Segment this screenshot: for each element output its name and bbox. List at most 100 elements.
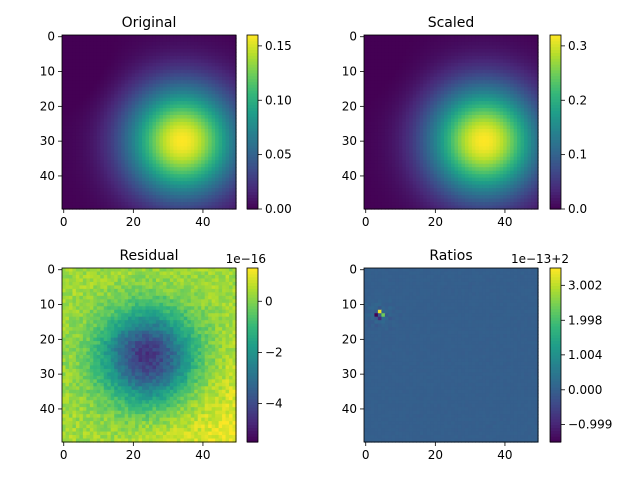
heatmap-cell (419, 167, 424, 172)
heatmap-cell (103, 83, 108, 88)
heatmap-cell (128, 146, 133, 151)
heatmap-cell (89, 163, 94, 168)
heatmap-cell (82, 139, 87, 144)
heatmap-cell (478, 73, 483, 78)
heatmap-cell (364, 191, 369, 196)
heatmap-cell (454, 90, 459, 95)
heatmap-cell (229, 191, 234, 196)
heatmap-cell (468, 132, 473, 137)
heatmap-cell (72, 80, 77, 85)
heatmap-cell (370, 73, 376, 78)
heatmap-cell (75, 35, 80, 40)
heatmap-cell (232, 125, 237, 130)
heatmap-cell (527, 115, 532, 120)
heatmap-cell (173, 90, 178, 95)
heatmap-cell (162, 101, 167, 106)
heatmap-cell (114, 142, 119, 147)
heatmap-cell (524, 41, 529, 47)
heatmap-cell (457, 87, 463, 92)
heatmap-cell (520, 156, 525, 161)
heatmap-cell (461, 184, 466, 189)
heatmap-cell (471, 55, 476, 60)
heatmap-cell (381, 188, 386, 193)
heatmap-cell (124, 160, 129, 165)
heatmap-cell (89, 195, 94, 200)
heatmap-cell (117, 108, 122, 113)
heatmap-cell (388, 111, 393, 116)
heatmap-cell (433, 167, 438, 172)
heatmap-cell (96, 149, 101, 154)
heatmap-cell (162, 181, 167, 186)
heatmap-cell (464, 55, 469, 60)
heatmap-cell (499, 35, 504, 40)
heatmap-cell (194, 111, 199, 116)
heatmap-cell (391, 55, 396, 60)
heatmap-cell (194, 174, 199, 179)
heatmap-cell (215, 132, 220, 137)
heatmap-cell (100, 94, 105, 99)
heatmap-cell (381, 153, 386, 158)
heatmap-cell (489, 118, 494, 123)
heatmap-cell (194, 101, 199, 106)
heatmap-cell (176, 156, 181, 161)
heatmap-cell (110, 177, 115, 182)
heatmap-cell (75, 59, 80, 64)
heatmap-cell (169, 142, 174, 147)
heatmap-cell (201, 48, 206, 53)
heatmap-cell (149, 108, 154, 113)
heatmap-cell (114, 80, 119, 85)
heatmap-cell (211, 198, 216, 203)
heatmap-cell (496, 69, 501, 74)
heatmap-cell (412, 139, 417, 144)
heatmap-cell (152, 174, 157, 179)
heatmap-cell (201, 101, 206, 106)
heatmap-cell (492, 188, 497, 193)
heatmap-cell (68, 163, 74, 168)
heatmap-cell (68, 80, 74, 85)
heatmap-cell (416, 146, 421, 151)
heatmap-cell (131, 59, 136, 64)
heatmap-cell (531, 115, 536, 120)
heatmap-cell (176, 55, 181, 60)
heatmap-cell (534, 45, 539, 50)
heatmap-cell (152, 125, 157, 130)
heatmap-cell (68, 149, 74, 154)
heatmap-cell (464, 48, 469, 53)
heatmap-cell (173, 97, 178, 102)
heatmap-cell (461, 198, 466, 203)
heatmap-cell (471, 181, 476, 186)
heatmap-cell (152, 41, 157, 47)
heatmap-cell (208, 115, 213, 120)
heatmap-cell (204, 198, 209, 203)
heatmap-cell (517, 94, 522, 99)
heatmap-cell (117, 167, 122, 172)
heatmap-cell (444, 52, 449, 57)
heatmap-cell (409, 122, 414, 127)
heatmap-cell (499, 97, 504, 102)
heatmap-cell (159, 101, 164, 106)
heatmap-cell (384, 184, 389, 189)
heatmap-cell (416, 38, 421, 43)
heatmap-cell (107, 62, 112, 67)
heatmap-cell (72, 48, 77, 53)
heatmap-cell (503, 80, 508, 85)
heatmap-cell (419, 66, 424, 71)
heatmap-cell (173, 73, 178, 78)
heatmap-cell (180, 167, 185, 172)
heatmap-cell (89, 132, 94, 137)
heatmap-cell (447, 69, 452, 74)
heatmap-cell (155, 149, 161, 154)
heatmap-cell (447, 122, 452, 127)
heatmap-cell (155, 73, 161, 78)
heatmap-cell (96, 146, 101, 151)
heatmap-cell (426, 184, 431, 189)
heatmap-cell (520, 142, 525, 147)
heatmap-cell (409, 41, 414, 47)
heatmap-cell (377, 41, 382, 47)
heatmap-cell (485, 101, 490, 106)
heatmap-cell (437, 69, 442, 74)
heatmap-cell (534, 73, 539, 78)
heatmap-cell (100, 35, 105, 40)
heatmap-cell (65, 108, 70, 113)
heatmap-cell (62, 163, 67, 168)
